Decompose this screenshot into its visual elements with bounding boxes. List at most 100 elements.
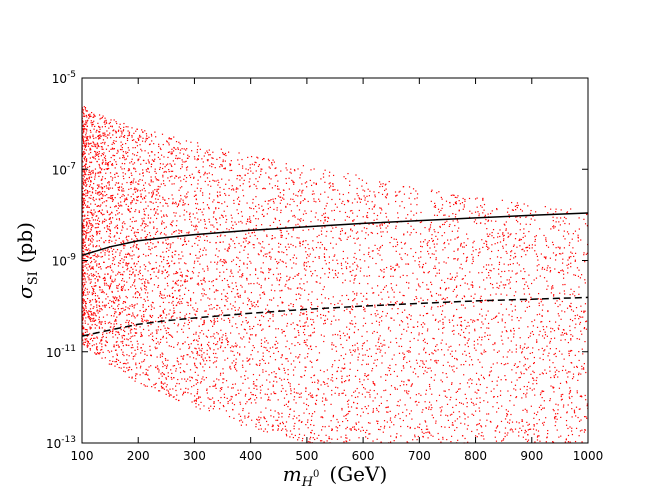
scatter-point [343, 380, 346, 383]
scatter-point [376, 359, 378, 361]
scatter-point [563, 273, 565, 275]
scatter-point [302, 325, 304, 327]
scatter-point [143, 264, 145, 266]
scatter-point [141, 179, 143, 181]
scatter-point [90, 194, 92, 197]
scatter-point [226, 279, 228, 282]
scatter-point [430, 308, 432, 310]
scatter-point [84, 283, 86, 286]
scatter-point [209, 154, 211, 156]
scatter-point [112, 296, 114, 298]
scatter-point [145, 372, 147, 374]
scatter-point [452, 194, 454, 196]
scatter-point [449, 201, 451, 204]
scatter-point [287, 405, 289, 408]
scatter-point [109, 321, 111, 323]
scatter-point [578, 269, 580, 271]
scatter-point [563, 290, 565, 292]
scatter-point [345, 440, 347, 442]
scatter-point [133, 198, 135, 200]
scatter-point [569, 387, 571, 389]
scatter-point [463, 331, 465, 333]
scatter-point [90, 131, 92, 133]
scatter-point [458, 344, 461, 346]
scatter-point [97, 353, 99, 355]
scatter-point [502, 356, 504, 358]
scatter-point [406, 317, 409, 319]
scatter-point [267, 399, 269, 401]
scatter-point [394, 301, 397, 304]
scatter-point [328, 425, 330, 427]
scatter-point [408, 282, 410, 284]
scatter-point [567, 341, 569, 344]
scatter-point [237, 389, 239, 391]
scatter-point [341, 407, 343, 410]
scatter-point [431, 407, 433, 409]
scatter-point [349, 235, 351, 237]
scatter-point [213, 199, 215, 201]
scatter-point [125, 363, 127, 365]
scatter-point [252, 202, 254, 204]
scatter-point [521, 419, 523, 421]
scatter-point [144, 230, 146, 232]
scatter-point [128, 176, 130, 179]
scatter-point [335, 346, 337, 348]
scatter-point [120, 201, 122, 203]
scatter-point [290, 313, 293, 315]
scatter-point [497, 232, 499, 235]
scatter-point [232, 240, 234, 242]
scatter-point [87, 139, 89, 141]
scatter-point [165, 332, 168, 334]
scatter-point [82, 316, 84, 318]
scatter-point [140, 148, 142, 150]
scatter-point [568, 223, 570, 225]
scatter-point [341, 230, 344, 232]
scatter-point [104, 329, 106, 331]
scatter-point [349, 362, 351, 364]
scatter-point [511, 319, 513, 321]
scatter-point [528, 247, 531, 249]
scatter-point [224, 201, 226, 203]
scatter-point [379, 317, 381, 319]
scatter-point [403, 381, 405, 383]
scatter-point [84, 271, 86, 274]
scatter-point [449, 353, 452, 355]
scatter-point [390, 421, 393, 423]
scatter-point [328, 268, 331, 270]
scatter-point [522, 348, 524, 350]
scatter-point [137, 343, 139, 345]
scatter-point [179, 311, 181, 314]
scatter-point [553, 353, 555, 356]
scatter-point [192, 292, 195, 294]
scatter-point [113, 344, 115, 346]
scatter-point [556, 418, 558, 420]
scatter-point [358, 437, 360, 439]
scatter-point [142, 253, 145, 255]
scatter-point [427, 250, 429, 253]
scatter-point [522, 248, 524, 250]
scatter-point [287, 287, 289, 289]
scatter-point [140, 315, 143, 317]
scatter-point [164, 288, 166, 290]
scatter-point [413, 337, 415, 340]
scatter-point [186, 169, 188, 171]
scatter-point [122, 175, 124, 177]
scatter-point [537, 259, 539, 261]
scatter-point [186, 363, 188, 365]
scatter-point [180, 194, 182, 197]
scatter-point [286, 340, 288, 342]
scatter-point [364, 308, 366, 310]
scatter-point [456, 426, 458, 429]
scatter-point [582, 367, 585, 369]
scatter-point [564, 283, 566, 286]
scatter-point [513, 257, 515, 259]
scatter-point [381, 244, 383, 247]
scatter-point [524, 358, 527, 360]
scatter-point [441, 279, 443, 281]
scatter-point [489, 420, 492, 423]
scatter-point [183, 391, 185, 393]
scatter-point [574, 354, 576, 356]
scatter-point [82, 239, 84, 242]
scatter-point [436, 344, 438, 346]
scatter-point [159, 354, 162, 356]
